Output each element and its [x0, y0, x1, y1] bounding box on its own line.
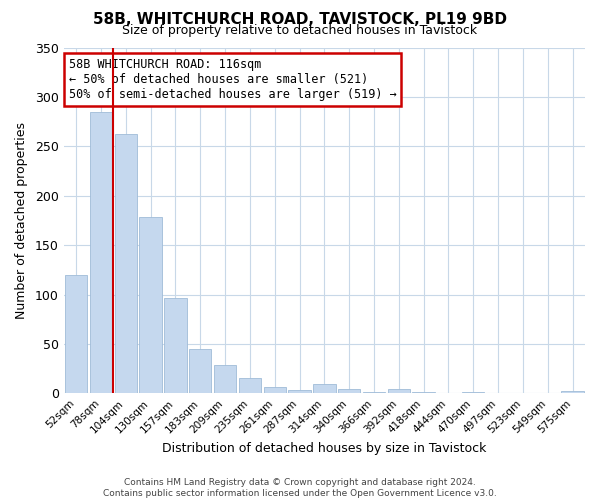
- Bar: [462, 392, 484, 394]
- Bar: [214, 364, 236, 394]
- Bar: [263, 388, 286, 394]
- Bar: [239, 378, 261, 394]
- Bar: [363, 392, 385, 394]
- Bar: [90, 112, 112, 394]
- Text: 58B WHITCHURCH ROAD: 116sqm
← 50% of detached houses are smaller (521)
50% of se: 58B WHITCHURCH ROAD: 116sqm ← 50% of det…: [69, 58, 397, 101]
- Bar: [289, 390, 311, 394]
- X-axis label: Distribution of detached houses by size in Tavistock: Distribution of detached houses by size …: [162, 442, 487, 455]
- Text: 58B, WHITCHURCH ROAD, TAVISTOCK, PL19 9BD: 58B, WHITCHURCH ROAD, TAVISTOCK, PL19 9B…: [93, 12, 507, 28]
- Y-axis label: Number of detached properties: Number of detached properties: [15, 122, 28, 319]
- Bar: [189, 349, 211, 394]
- Bar: [313, 384, 335, 394]
- Bar: [139, 218, 162, 394]
- Text: Size of property relative to detached houses in Tavistock: Size of property relative to detached ho…: [122, 24, 478, 37]
- Bar: [388, 390, 410, 394]
- Bar: [65, 275, 87, 394]
- Bar: [562, 392, 584, 394]
- Bar: [338, 390, 361, 394]
- Text: Contains HM Land Registry data © Crown copyright and database right 2024.
Contai: Contains HM Land Registry data © Crown c…: [103, 478, 497, 498]
- Bar: [412, 392, 435, 394]
- Bar: [115, 134, 137, 394]
- Bar: [164, 298, 187, 394]
